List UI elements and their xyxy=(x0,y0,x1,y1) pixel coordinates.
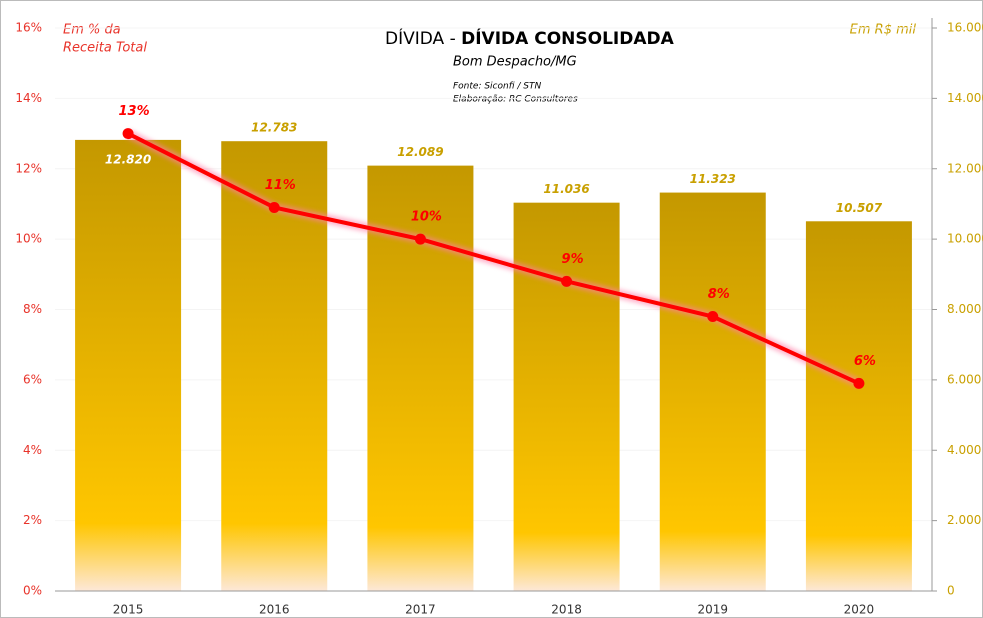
y2-tick-label: 14.000 xyxy=(947,91,983,105)
y2-tick-label: 12.000 xyxy=(947,161,983,175)
bar-value-label: 11.036 xyxy=(543,182,589,196)
title-prefix: DÍVIDA - xyxy=(385,27,461,49)
x-tick-label: 2017 xyxy=(405,603,436,617)
credit-note: Elaboração: RC Consultores xyxy=(453,95,578,105)
y2-tick-label: 6.000 xyxy=(947,372,981,386)
y2-tick-label: 2.000 xyxy=(947,513,981,527)
x-tick-label: 2016 xyxy=(259,603,290,617)
line-value-label: 9% xyxy=(562,252,584,267)
line-value-label: 8% xyxy=(708,287,730,302)
y2-tick-label: 10.000 xyxy=(947,232,983,246)
line-point xyxy=(853,377,865,389)
y2-tick-label: 0 xyxy=(947,584,955,598)
line-point xyxy=(122,128,134,140)
line-value-label: 11% xyxy=(265,178,296,193)
title-main: DÍVIDA CONSOLIDADA xyxy=(461,27,674,49)
y-axis-label: Receita Total xyxy=(63,41,147,56)
line-point xyxy=(268,201,280,213)
line xyxy=(127,131,860,386)
y-tick-label: 6% xyxy=(23,372,42,386)
y-tick-label: 16% xyxy=(15,21,42,35)
line-value-label: 13% xyxy=(119,104,150,119)
line-point xyxy=(414,233,426,245)
chart-title: DÍVIDA - DÍVIDA CONSOLIDADA xyxy=(385,27,675,49)
bar-value-label: 10.507 xyxy=(836,201,883,215)
y-tick-label: 4% xyxy=(23,443,42,457)
x-tick-label: 2015 xyxy=(113,603,144,617)
y2-tick-label: 4.000 xyxy=(947,443,981,457)
bar xyxy=(805,221,912,591)
y2-axis-label: Em R$ mil xyxy=(850,23,917,38)
x-tick-label: 2020 xyxy=(844,603,875,617)
x-tick-label: 2019 xyxy=(697,603,728,617)
line-point xyxy=(707,311,719,323)
y-tick-label: 0% xyxy=(23,584,42,598)
y2-tick-label: 16.000 xyxy=(947,21,983,35)
subtitle: Bom Despacho/MG xyxy=(453,55,577,70)
bar-value-label: 12.089 xyxy=(397,145,443,159)
bar-value-label: 12.820 xyxy=(105,152,151,166)
line-value-label: 6% xyxy=(854,354,876,369)
bar xyxy=(75,139,182,592)
source-note: Fonte: Siconfi / STN xyxy=(453,82,541,92)
y-axis-label: Em % da xyxy=(63,23,121,38)
bar-value-label: 12.783 xyxy=(251,121,297,135)
bar-value-label: 11.323 xyxy=(690,172,736,186)
line-value-label: 10% xyxy=(411,210,442,225)
y-tick-label: 8% xyxy=(23,302,42,316)
y-tick-label: 12% xyxy=(15,161,42,175)
y-tick-label: 10% xyxy=(15,232,42,246)
x-tick-label: 2018 xyxy=(551,603,582,617)
bar xyxy=(659,192,766,591)
y-tick-label: 14% xyxy=(15,91,42,105)
line-point xyxy=(561,275,573,287)
y-tick-label: 2% xyxy=(23,513,42,527)
y2-tick-label: 8.000 xyxy=(947,302,981,316)
